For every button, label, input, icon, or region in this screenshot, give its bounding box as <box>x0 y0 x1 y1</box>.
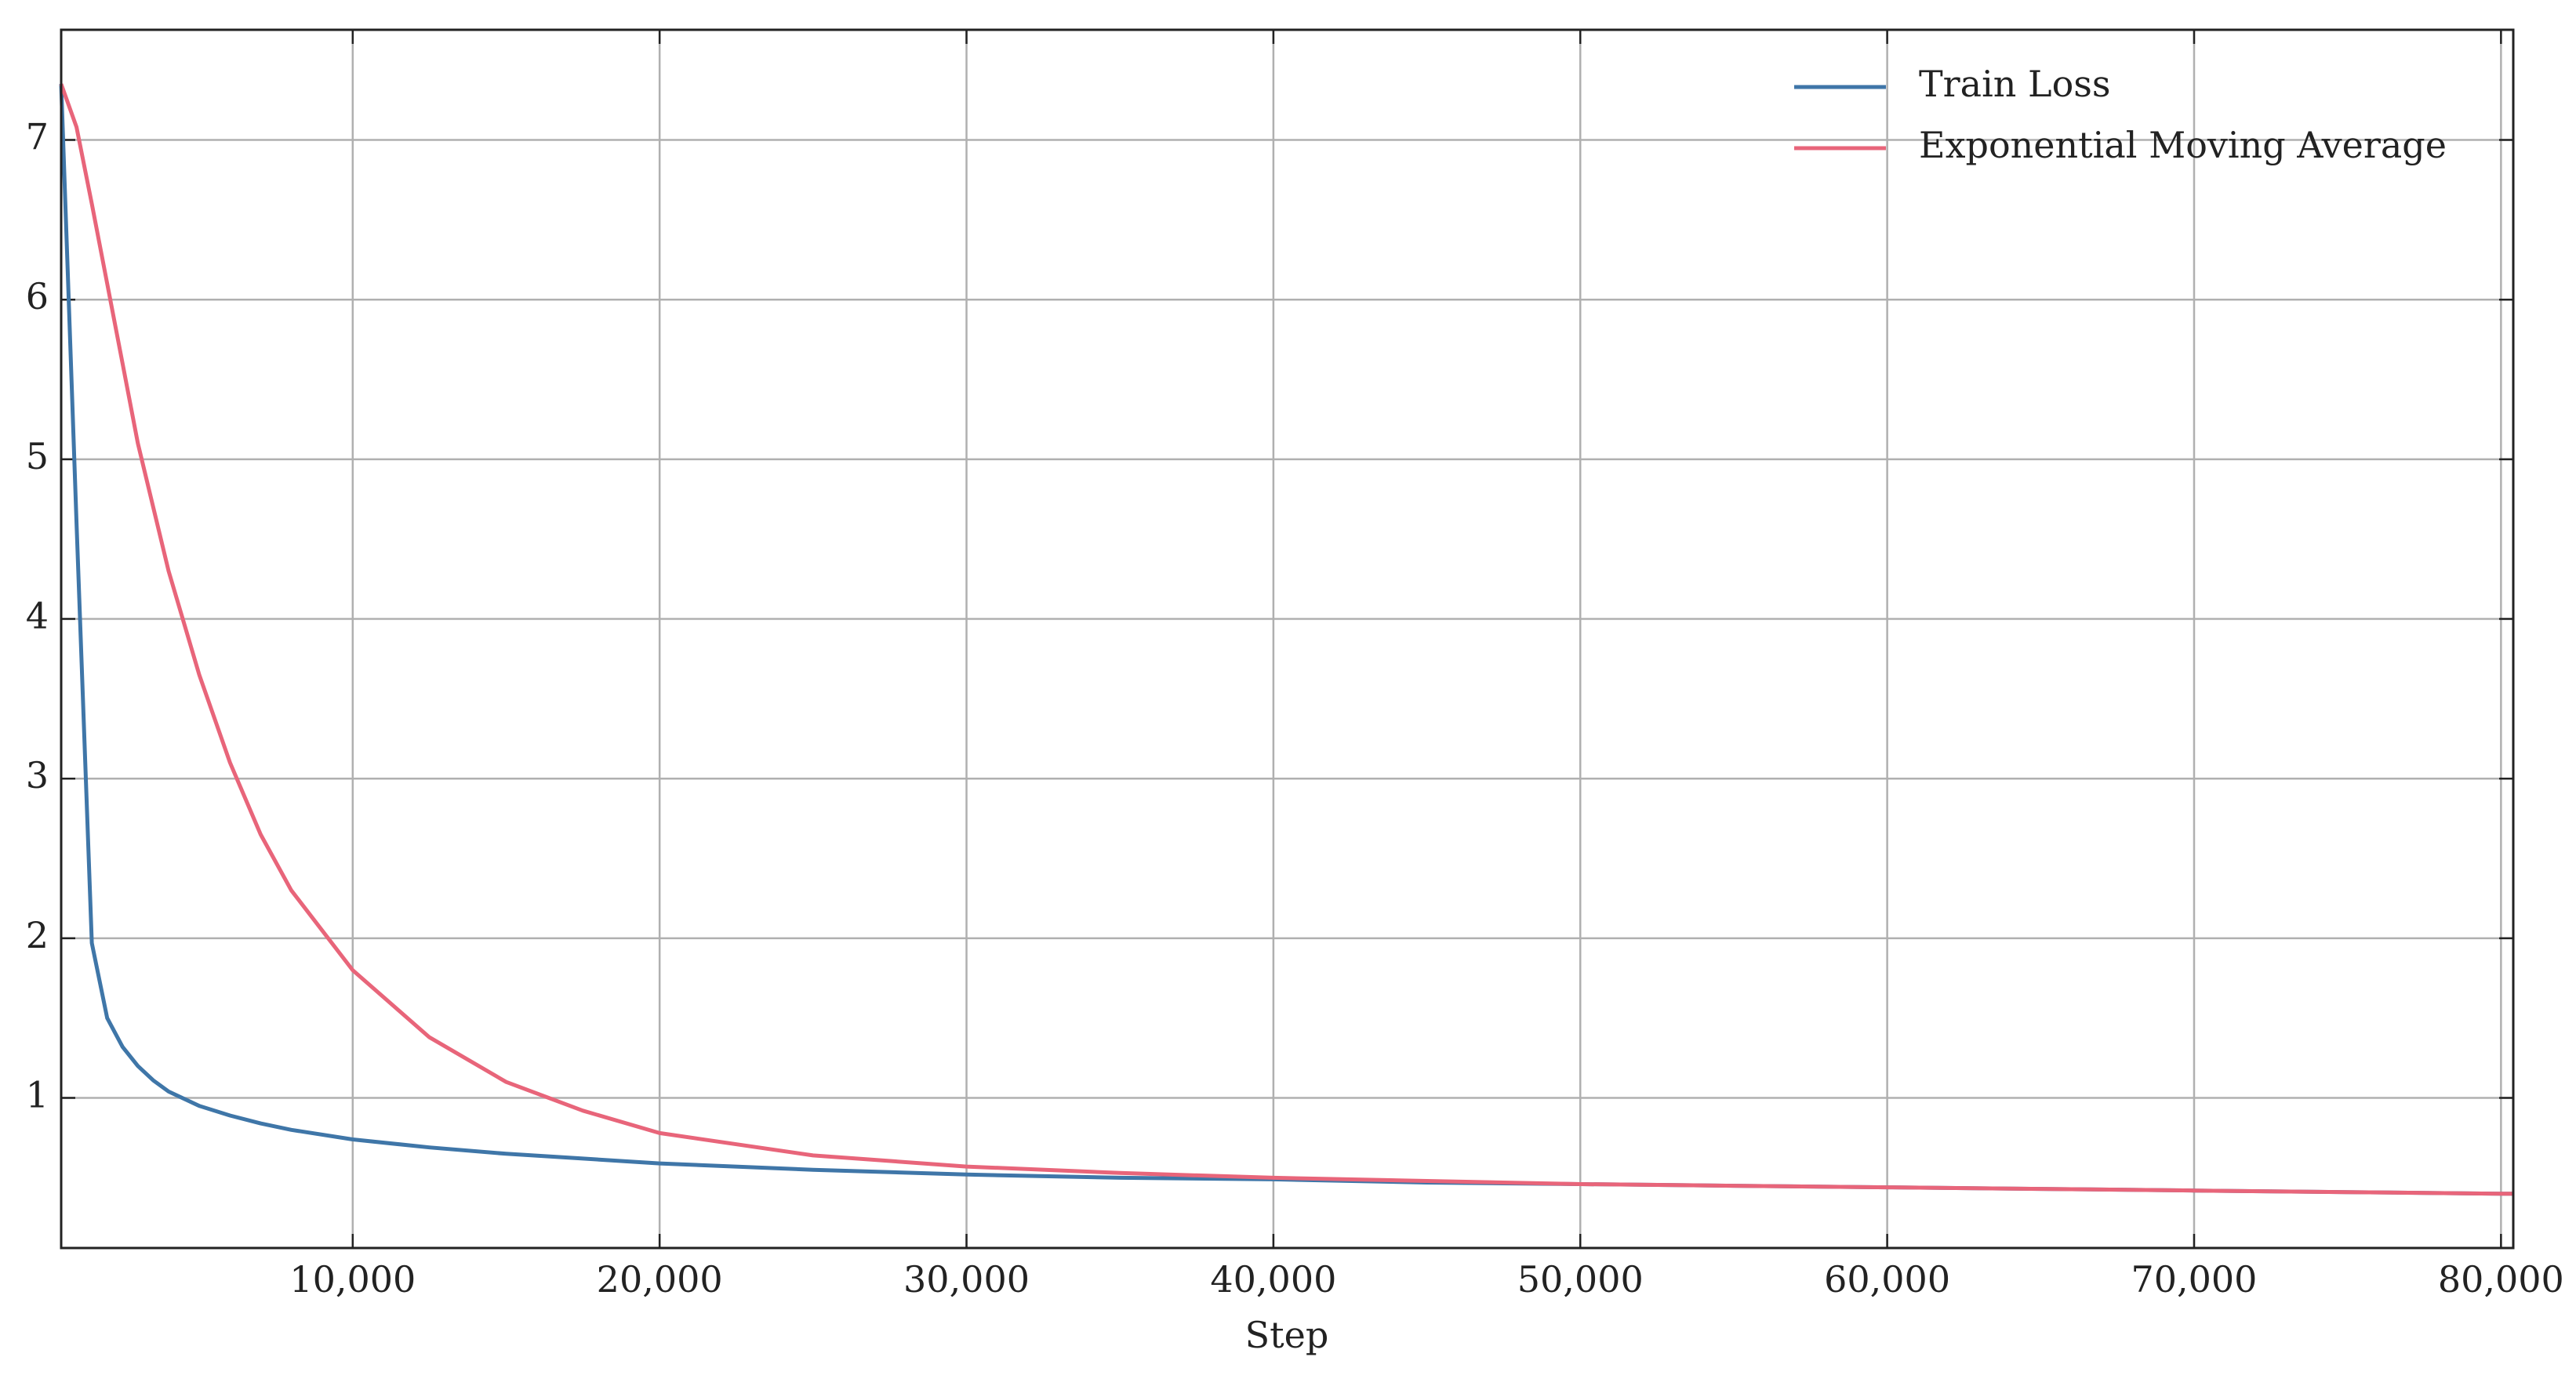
x-tick-label: 20,000 <box>597 1258 723 1301</box>
plot-frame <box>60 28 2515 1250</box>
y-tick-label: 4 <box>26 595 49 637</box>
x-tick-label: 60,000 <box>1824 1258 1950 1301</box>
x-tick-label: 40,000 <box>1210 1258 1336 1301</box>
y-tick-label: 7 <box>26 116 49 158</box>
y-tick-label: 3 <box>26 754 49 796</box>
x-tick-label: 50,000 <box>1517 1258 1644 1301</box>
x-axis-label: Step <box>1245 1314 1329 1356</box>
y-tick-label: 1 <box>26 1074 49 1116</box>
legend-label: Exponential Moving Average <box>1919 124 2447 166</box>
legend-label: Train Loss <box>1919 63 2111 105</box>
x-tick-label: 10,000 <box>289 1258 416 1301</box>
series-line <box>59 84 2513 1196</box>
x-tick-label: 80,000 <box>2438 1258 2564 1301</box>
y-tick-label: 2 <box>26 914 49 956</box>
x-tick-label: 70,000 <box>2131 1258 2257 1301</box>
y-tick-label: 6 <box>26 275 49 317</box>
series-line <box>59 83 2513 1196</box>
y-tick-label: 5 <box>26 435 49 477</box>
x-tick-label: 30,000 <box>903 1258 1030 1301</box>
